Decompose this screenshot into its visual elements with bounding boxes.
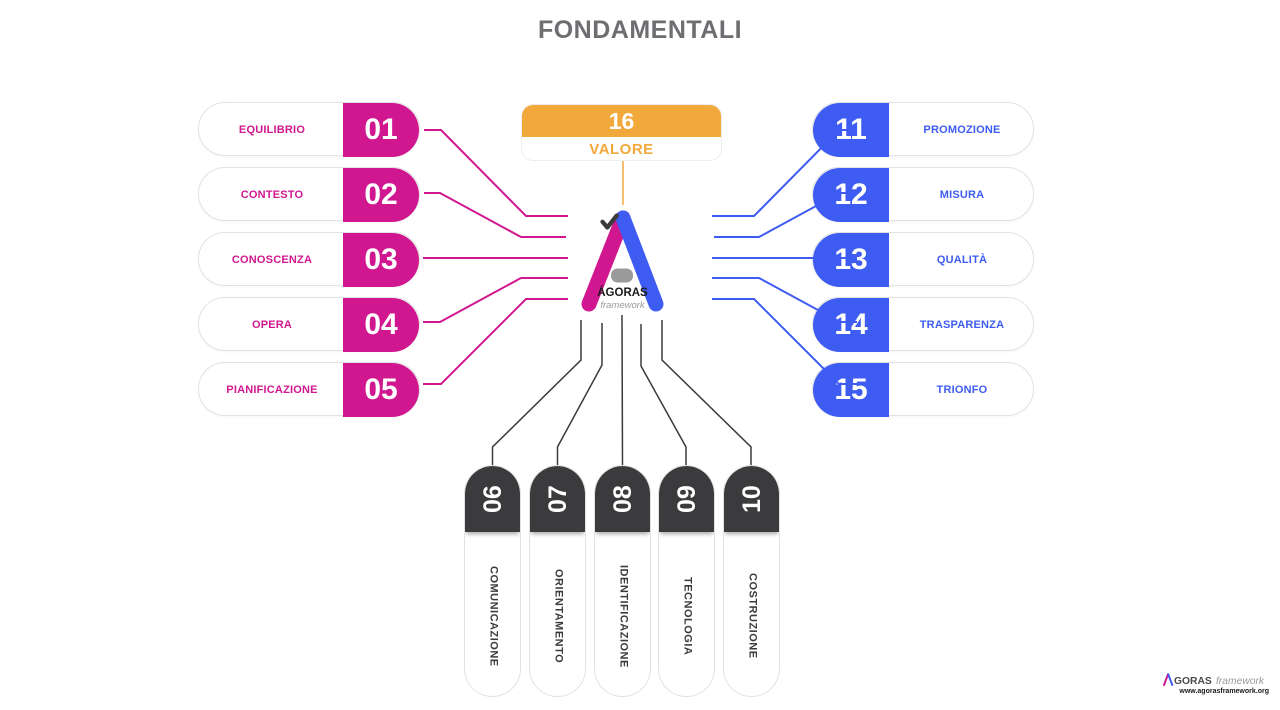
svg-text:ÁGORAS: ÁGORAS: [597, 286, 648, 299]
svg-text:framework: framework: [600, 300, 646, 311]
